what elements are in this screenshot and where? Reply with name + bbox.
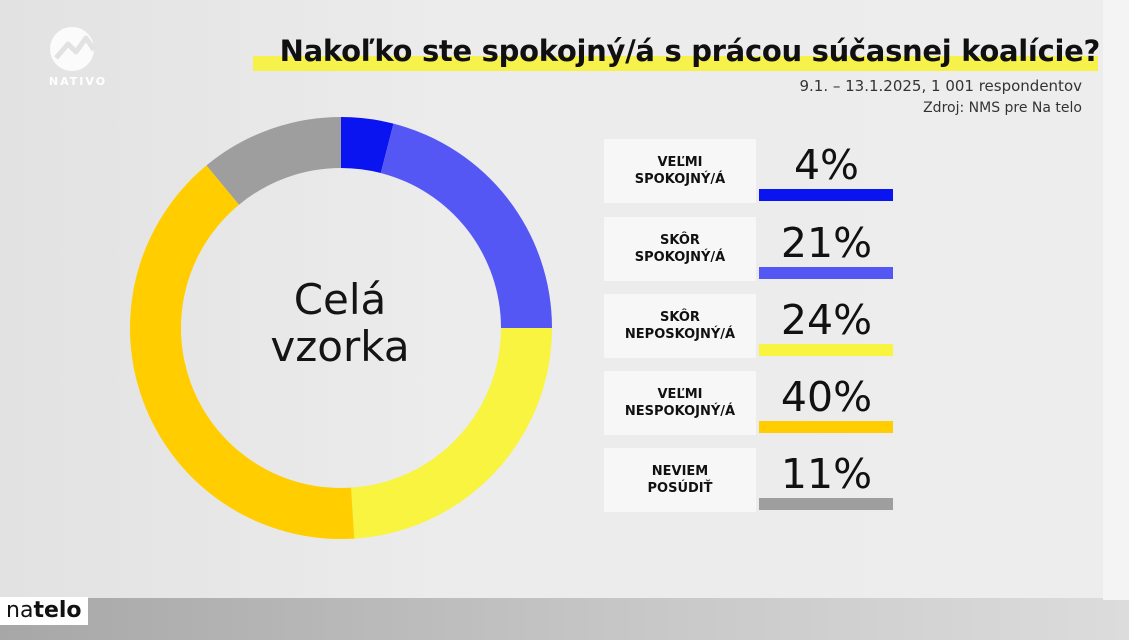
- legend-row-velmi-nespokojny: VEĽMI NESPOKOJNÝ/Á 40%: [604, 371, 904, 435]
- legend-label-box: [604, 371, 756, 435]
- title-highlight: [253, 56, 1098, 71]
- legend-row-neviem-posudit: NEVIEM POSÚDIŤ 11%: [604, 448, 904, 512]
- legend-value: 24%: [780, 296, 873, 344]
- donut-center-label: Celá vzorka: [215, 276, 465, 370]
- legend-color-bar: [759, 344, 893, 356]
- legend-label-box: [604, 139, 756, 203]
- legend-label-line-1: SKÔR: [660, 233, 700, 248]
- legend-label-line-2: SPOKOJNÝ/Á: [634, 250, 726, 265]
- legend-label-box: [604, 294, 756, 358]
- legend-label-line-1: NEVIEM: [651, 464, 709, 479]
- brand-part-1: na: [6, 598, 34, 623]
- natelo-brand-logo: natelo: [0, 597, 88, 625]
- legend-label: SKÔR NEPOSKOJNÝ/Á: [604, 294, 756, 358]
- legend-label-box: [604, 217, 756, 281]
- legend-label-line-1: VEĽMI: [657, 387, 703, 402]
- donut-slice-2: [351, 328, 552, 539]
- donut-slice-4: [206, 117, 341, 205]
- legend-label-line-1: VEĽMI: [657, 155, 703, 170]
- legend-color-bar: [759, 267, 893, 279]
- footer-band: [0, 598, 1129, 640]
- legend-value: 4%: [793, 141, 860, 189]
- chart-source: Zdroj: NMS pre Na telo: [923, 100, 1082, 116]
- donut-slice-0: [341, 117, 394, 174]
- legend-value: 11%: [780, 450, 873, 498]
- legend-row-skor-neposkojny: SKÔR NEPOSKOJNÝ/Á 24%: [604, 294, 904, 358]
- legend-label: NEVIEM POSÚDIŤ: [604, 448, 756, 512]
- legend-row-velmi-spokojny: VEĽMI SPOKOJNÝ/Á 4%: [604, 139, 904, 203]
- donut-slice-1: [380, 123, 552, 328]
- donut-chart: [130, 117, 552, 539]
- legend-label: SKÔR SPOKOJNÝ/Á: [604, 217, 756, 281]
- legend-label-box: [604, 448, 756, 512]
- donut-slice-3: [130, 165, 355, 539]
- chart-subtitle: 9.1. – 13.1.2025, 1 001 respondentov: [799, 77, 1082, 95]
- legend-color-bar: [759, 498, 893, 510]
- nativo-logo-icon: [50, 27, 97, 71]
- legend-row-skor-spokojny: SKÔR SPOKOJNÝ/Á 21%: [604, 217, 904, 281]
- legend-label-line-1: SKÔR: [660, 310, 700, 325]
- logo-text: NATIVO: [48, 75, 108, 88]
- legend-label: VEĽMI SPOKOJNÝ/Á: [604, 139, 756, 203]
- legend-label-line-2: NEPOSKOJNÝ/Á: [624, 327, 736, 342]
- right-edge-band: [1103, 0, 1129, 600]
- legend-color-bar: [759, 421, 893, 433]
- center-label-line-1: Celá: [293, 275, 387, 324]
- legend-color-bar: [759, 189, 893, 201]
- legend-label-line-2: NESPOKOJNÝ/Á: [624, 404, 736, 419]
- legend-label-line-2: SPOKOJNÝ/Á: [634, 172, 726, 187]
- brand-part-2: telo: [33, 598, 82, 623]
- chart-title: Nakoľko ste spokojný/á s prácou súčasnej…: [279, 34, 1101, 68]
- legend-label-line-2: POSÚDIŤ: [647, 481, 713, 496]
- center-label-line-2: vzorka: [270, 322, 410, 371]
- legend-value: 40%: [780, 373, 873, 421]
- legend-value: 21%: [780, 219, 873, 267]
- legend-label: VEĽMI NESPOKOJNÝ/Á: [604, 371, 756, 435]
